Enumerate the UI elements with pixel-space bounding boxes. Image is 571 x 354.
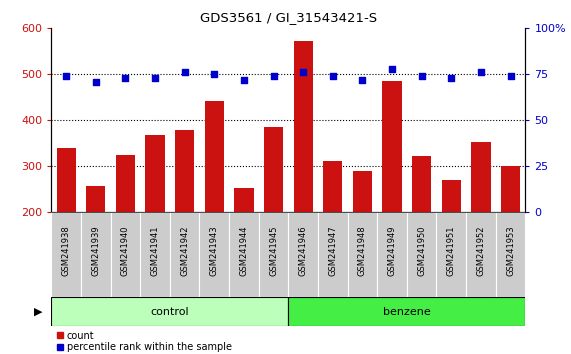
Bar bbox=[229, 212, 259, 297]
Bar bbox=[496, 212, 525, 297]
Bar bbox=[377, 212, 407, 297]
Bar bbox=[51, 212, 81, 297]
Text: GSM241939: GSM241939 bbox=[91, 225, 100, 276]
Text: agent: agent bbox=[0, 307, 3, 316]
Text: GSM241943: GSM241943 bbox=[210, 225, 219, 276]
Bar bbox=[383, 81, 401, 212]
Text: GSM241951: GSM241951 bbox=[447, 225, 456, 276]
Bar bbox=[471, 142, 490, 212]
Bar bbox=[288, 212, 318, 297]
Text: GSM241945: GSM241945 bbox=[269, 225, 278, 276]
Bar bbox=[51, 297, 288, 326]
Bar bbox=[204, 101, 224, 212]
Text: GSM241949: GSM241949 bbox=[388, 225, 396, 276]
Text: GSM241950: GSM241950 bbox=[417, 225, 426, 276]
Point bbox=[121, 75, 130, 81]
Bar bbox=[323, 161, 343, 212]
Bar bbox=[81, 212, 111, 297]
Text: GSM241947: GSM241947 bbox=[328, 225, 337, 276]
Point bbox=[299, 70, 308, 75]
Text: GSM241942: GSM241942 bbox=[180, 225, 189, 276]
Text: GSM241953: GSM241953 bbox=[506, 225, 515, 276]
Bar bbox=[86, 186, 106, 212]
Bar bbox=[501, 166, 520, 212]
Bar bbox=[353, 171, 372, 212]
Legend: count, percentile rank within the sample: count, percentile rank within the sample bbox=[57, 331, 232, 353]
Point bbox=[328, 73, 337, 79]
Bar bbox=[466, 212, 496, 297]
Bar bbox=[407, 212, 436, 297]
Bar bbox=[412, 156, 431, 212]
Bar bbox=[288, 297, 525, 326]
Text: ▶: ▶ bbox=[34, 307, 43, 316]
Point bbox=[210, 72, 219, 77]
Bar bbox=[175, 131, 194, 212]
Bar bbox=[259, 212, 288, 297]
Text: GDS3561 / GI_31543421-S: GDS3561 / GI_31543421-S bbox=[200, 11, 377, 24]
Bar bbox=[199, 212, 229, 297]
Text: benzene: benzene bbox=[383, 307, 431, 316]
Text: GSM241944: GSM241944 bbox=[239, 225, 248, 276]
Bar bbox=[436, 212, 466, 297]
Text: GSM241952: GSM241952 bbox=[476, 225, 485, 276]
Text: control: control bbox=[151, 307, 189, 316]
Point bbox=[151, 75, 160, 81]
Text: GSM241938: GSM241938 bbox=[62, 225, 71, 276]
Point bbox=[269, 73, 278, 79]
Point bbox=[388, 66, 397, 72]
Text: GSM241946: GSM241946 bbox=[299, 225, 308, 276]
Bar bbox=[57, 148, 76, 212]
Point bbox=[358, 77, 367, 83]
Bar bbox=[116, 155, 135, 212]
Bar bbox=[318, 212, 348, 297]
Text: GSM241940: GSM241940 bbox=[121, 225, 130, 276]
Point bbox=[417, 73, 426, 79]
Bar bbox=[111, 212, 140, 297]
Bar bbox=[146, 135, 164, 212]
Point bbox=[447, 75, 456, 81]
Point bbox=[506, 73, 515, 79]
Point bbox=[476, 70, 485, 75]
Text: GSM241941: GSM241941 bbox=[151, 225, 159, 276]
Bar bbox=[264, 127, 283, 212]
Point bbox=[91, 79, 100, 85]
Bar bbox=[441, 180, 461, 212]
Bar bbox=[293, 41, 313, 212]
Bar bbox=[170, 212, 199, 297]
Bar bbox=[348, 212, 377, 297]
Point bbox=[180, 70, 189, 75]
Point bbox=[62, 73, 71, 79]
Bar bbox=[234, 188, 254, 212]
Text: GSM241948: GSM241948 bbox=[358, 225, 367, 276]
Bar bbox=[140, 212, 170, 297]
Point bbox=[239, 77, 248, 83]
